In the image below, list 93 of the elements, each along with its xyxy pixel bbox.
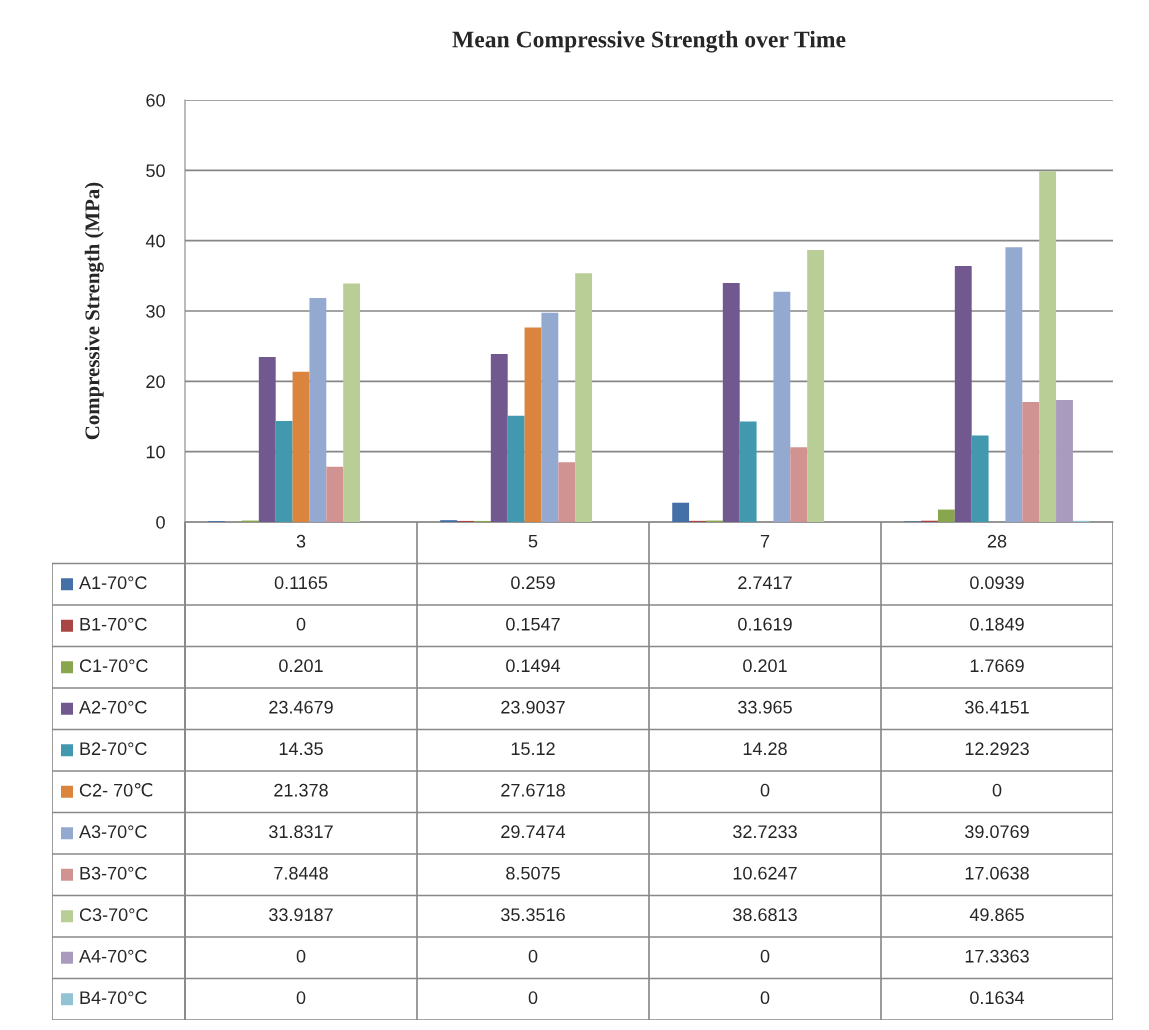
data-label: 0 [528,949,538,963]
data-label: 35.3516 [501,908,565,922]
data-label: 33.9187 [269,908,333,922]
data-label: 17.0638 [965,866,1029,880]
legend-label: B4-70°C [80,991,147,1005]
data-label: 49.865 [969,908,1024,922]
data-label: 0.1849 [970,617,1024,631]
bar [558,462,576,522]
bar [575,273,593,522]
data-label: 0 [296,949,306,963]
data-label: 15.12 [511,742,555,756]
data-label: 31.8317 [269,825,333,839]
data-label: 0 [992,783,1002,797]
data-label: 14.28 [743,742,787,756]
data-label: 0.259 [511,576,555,590]
data-label: 0.1634 [970,991,1025,1005]
data-label: 39.0769 [965,825,1029,839]
bar [326,466,344,522]
data-label: 0.201 [743,659,787,673]
data-label: 0 [760,783,770,797]
bar [773,291,791,522]
legend-label: A1-70°C [79,576,147,590]
data-label: 1.7669 [970,659,1024,673]
legend-label: A4-70°C [79,949,147,963]
bar [541,312,559,522]
data-label: 0 [760,949,770,963]
y-tick-label: 20 [146,375,165,389]
data-label: 0.1165 [274,576,328,590]
bar [1039,171,1057,522]
data-label: 12.2923 [965,742,1029,756]
data-label: 0 [296,617,306,631]
legend-label: C2- 70℃ [79,783,153,797]
y-axis-title: Compressive Strength (MPa) [84,182,104,440]
y-tick-label: 10 [146,445,165,459]
data-label: 32.7233 [733,825,797,839]
bar [672,502,690,522]
y-tick-label: 40 [145,234,165,248]
bar [807,249,825,522]
data-label: 17.3363 [965,949,1029,963]
data-label: 29.7474 [501,825,566,839]
x-tick-label: 7 [760,535,770,548]
x-tick-label: 28 [987,534,1007,548]
y-tick-label: 0 [156,515,165,529]
bar [937,509,955,522]
data-label: 23.9037 [501,700,565,714]
data-label: 27.6718 [501,783,565,797]
legend-label: C1-70°C [79,659,148,673]
y-tick-label: 30 [146,304,165,318]
data-label: 36.4151 [965,700,1029,714]
data-label: 0 [760,991,770,1005]
y-tick-label: 60 [146,93,165,107]
bar [954,265,972,522]
data-label: 0.0939 [970,576,1024,590]
data-label: 0 [296,991,306,1005]
data-label: 2.7417 [738,576,792,589]
x-tick-label: 3 [296,534,306,548]
bar [739,421,757,522]
bar [971,435,989,522]
data-label: 7.8448 [274,866,328,880]
bar [292,371,310,522]
bar [722,283,740,522]
y-tick-label: 50 [146,164,165,178]
bar [343,283,361,522]
bar [258,356,276,522]
x-tick-label: 5 [528,535,538,548]
data-label: 0 [528,991,538,1005]
bar [309,298,327,522]
data-label: 10.6247 [733,866,797,880]
legend-label: A2-70°C [79,700,147,714]
legend-label: B2-70°C [80,742,147,756]
legend-label: B1-70°C [80,617,147,631]
data-label: 38.6813 [733,908,797,922]
data-label: 0.1547 [506,617,560,631]
data-label: 0.1619 [738,617,792,631]
bar [1005,247,1023,522]
legend-label: A3-70°C [79,825,147,839]
data-label: 33.965 [738,700,792,714]
bar [1022,401,1040,522]
legend-label: C3-70°C [79,908,148,922]
bar [490,353,508,522]
data-label: 23.4679 [269,700,333,714]
chart-title: Mean Compressive Strength over Time [452,30,846,53]
bar [1056,400,1073,522]
data-label: 14.35 [279,742,323,756]
bar [790,447,808,522]
bar [524,327,542,522]
data-label: 21.378 [274,783,328,797]
legend-label: B3-70°C [80,866,147,880]
data-label: 0.1494 [506,659,561,673]
bar [275,421,293,522]
data-label: 0.201 [279,659,323,673]
bar [507,415,525,522]
data-label: 8.5075 [506,866,560,880]
